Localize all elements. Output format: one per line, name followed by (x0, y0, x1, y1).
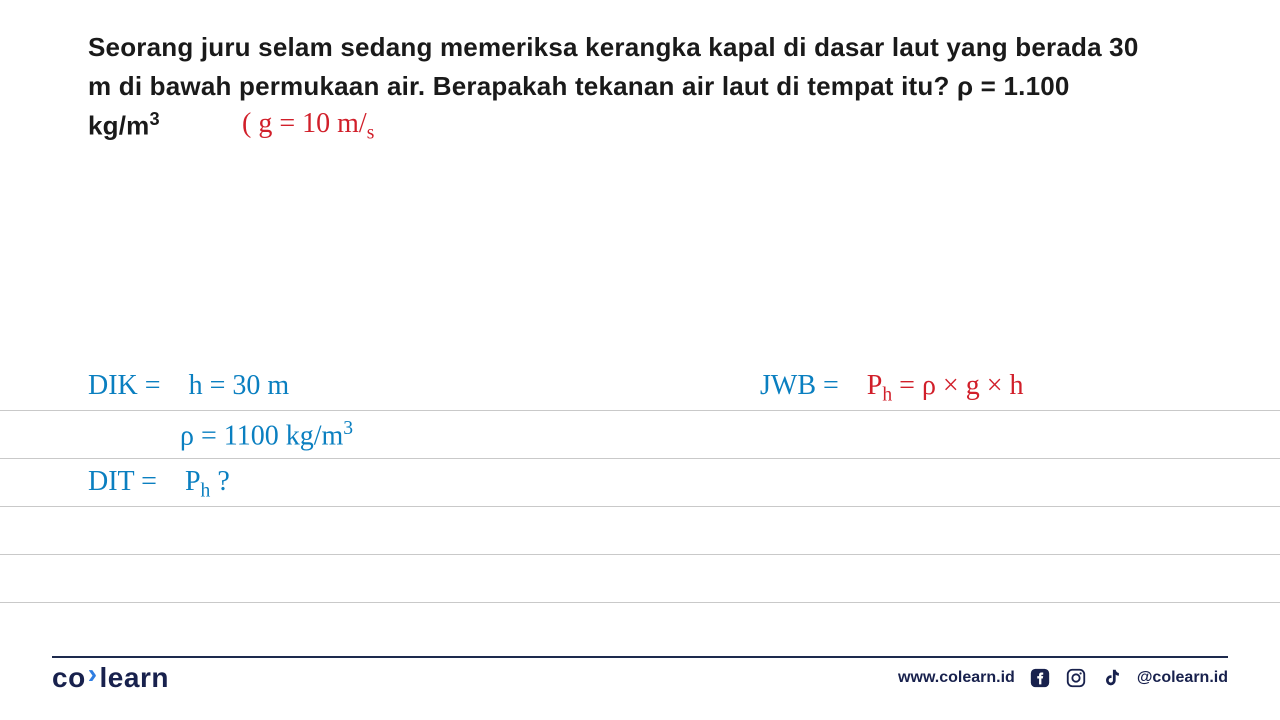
jwb-P: P (867, 370, 883, 401)
question-line-3: kg/m (88, 111, 149, 141)
jwb-label: JWB = (760, 370, 839, 401)
jwb-rest: = ρ × g × h (892, 370, 1023, 401)
dik-row: DIK = h = 30 m (88, 370, 289, 402)
dik-label: DIK = (88, 370, 161, 401)
question-line-2a: m di bawah permukaan air. Berapakah teka… (88, 71, 957, 101)
dit-P: P (185, 466, 201, 497)
question-line-3-sup: 3 (149, 109, 159, 129)
logo-co: co (52, 662, 86, 693)
footer-url: www.colearn.id (898, 669, 1015, 687)
dit-P-sub: h (201, 481, 211, 502)
rule-line (0, 458, 1280, 459)
dit-qmark: ? (210, 466, 229, 497)
brand-logo: co›learn (52, 662, 169, 694)
annotation-g: ( g = 10 m/s (242, 108, 374, 145)
footer: co›learn www.colearn.id @colearn.id (0, 658, 1280, 698)
rule-line (0, 602, 1280, 603)
jwb-P-sub: h (882, 385, 892, 406)
dik-rho: ρ = 1100 kg/m (180, 420, 343, 451)
dik-rho-sup: 3 (343, 418, 353, 439)
logo-learn: learn (100, 662, 169, 693)
rule-line (0, 554, 1280, 555)
footer-right: www.colearn.id @colearn.id (898, 667, 1228, 689)
page-root: Seorang juru selam sedang memeriksa kera… (0, 0, 1280, 720)
rule-line (0, 506, 1280, 507)
logo-dot-icon: › (86, 658, 100, 689)
facebook-icon (1029, 667, 1051, 689)
dit-label: DIT = (88, 466, 157, 497)
jwb-row: JWB = Ph = ρ × g × h (760, 370, 1024, 407)
question-line-1: Seorang juru selam sedang memeriksa kera… (88, 32, 1138, 62)
annotation-g-text: ( g = 10 m/ (242, 108, 367, 139)
dit-val: Ph ? (185, 466, 230, 497)
jwb-formula: Ph = ρ × g × h (867, 370, 1024, 401)
question-rho: ρ = 1.100 (957, 71, 1070, 101)
footer-handle: @colearn.id (1137, 669, 1228, 687)
rule-line (0, 410, 1280, 411)
annotation-g-sub: s (367, 123, 375, 144)
dit-row: DIT = Ph ? (88, 466, 230, 503)
instagram-icon (1065, 667, 1087, 689)
dik-rho-row: ρ = 1100 kg/m3 (180, 418, 353, 452)
dik-h: h = 30 m (189, 370, 290, 401)
tiktok-icon (1101, 667, 1123, 689)
